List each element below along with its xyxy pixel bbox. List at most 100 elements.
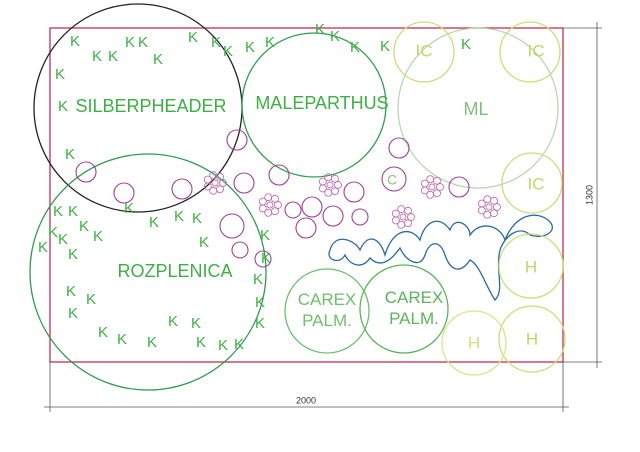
petal [433,176,441,185]
k-label: K [68,203,78,220]
plant-label: IC [528,41,545,60]
k-label: K [174,208,184,225]
plant-circle [501,152,563,214]
plant-circle [393,21,455,83]
petal [391,209,400,218]
plot-border [49,27,564,363]
k-label: K [199,234,209,251]
k-label: K [108,48,118,65]
petal [318,177,327,186]
petal [436,183,444,191]
petal [483,210,492,219]
k-label: K [149,214,159,231]
petal [391,216,400,225]
plant-label: MALEPARTHUS [255,93,388,113]
shrub [171,178,193,200]
k-label: K [92,48,102,65]
k-label: K [234,336,244,353]
k-label: K [265,34,275,51]
k-label: K [38,239,48,256]
petal [334,181,342,189]
flower-center [326,181,334,189]
plant-label: ML [463,99,488,119]
flower-center [211,179,219,187]
k-label: K [245,39,255,56]
plant-label: SILBERPHEADER [75,96,226,116]
petal [209,186,218,195]
petal [331,174,339,183]
plant-circle [498,305,566,373]
petal [483,195,492,204]
k-label: K [260,227,270,244]
k-label: K [168,313,178,330]
k-label: K [58,231,68,248]
petal [426,175,435,184]
stream [328,214,553,302]
petal [490,196,498,205]
plant-label: IC [528,174,545,193]
petal [264,193,273,202]
k-label: K [211,34,221,51]
petal [258,204,267,213]
shrub [75,161,97,183]
shrub [231,241,249,259]
shrub [113,182,135,204]
k-label: K [53,203,63,220]
plant-circle [499,21,561,83]
k-label: K [98,324,108,341]
petal [477,206,486,215]
petal [203,175,212,184]
shrub [233,172,255,194]
flower-center [485,203,493,211]
plant-label: PALM. [389,309,439,328]
petal [433,189,441,198]
petal [407,213,415,221]
plant-label: CAREX [385,288,444,307]
k-label: K [68,305,78,322]
shrub [268,164,290,186]
flower-symbol [203,171,227,195]
k-label: K [58,98,68,115]
petal [420,179,429,188]
shrub [351,208,369,226]
petal [216,172,224,181]
petal [477,199,486,208]
petal [274,201,282,209]
plant-circle [397,27,559,189]
shrub [219,213,245,239]
dimension-lines [44,22,602,412]
petal [331,187,339,196]
plant-circle [441,310,507,376]
k-label: K [70,33,80,50]
plant-label: CAREX [298,290,357,309]
k-label: K [138,34,148,51]
flower-symbol [258,193,282,217]
flower-symbol [477,195,501,219]
k-label: K [350,39,360,56]
k-label: K [315,21,325,38]
petal [219,179,227,187]
k-label: K [79,218,89,235]
shrub [343,181,365,203]
k-label: K [255,315,265,332]
k-label: K [191,315,201,332]
shrub [284,201,302,219]
k-label: K [153,51,163,68]
k-label: K [380,38,390,55]
petal [271,207,279,216]
plant-label: H [525,257,537,276]
flower-symbol [391,205,415,229]
k-label: K [253,271,263,288]
shrub [448,176,470,198]
flower-center [399,213,407,221]
k-label: K [147,334,157,351]
shrub [226,129,248,151]
petal [264,208,273,217]
shrub [301,196,323,218]
petal [324,173,333,182]
k-label: K [255,294,265,311]
plant-label: PALM. [302,311,352,330]
k-label: K [188,29,198,46]
petal [397,205,406,214]
